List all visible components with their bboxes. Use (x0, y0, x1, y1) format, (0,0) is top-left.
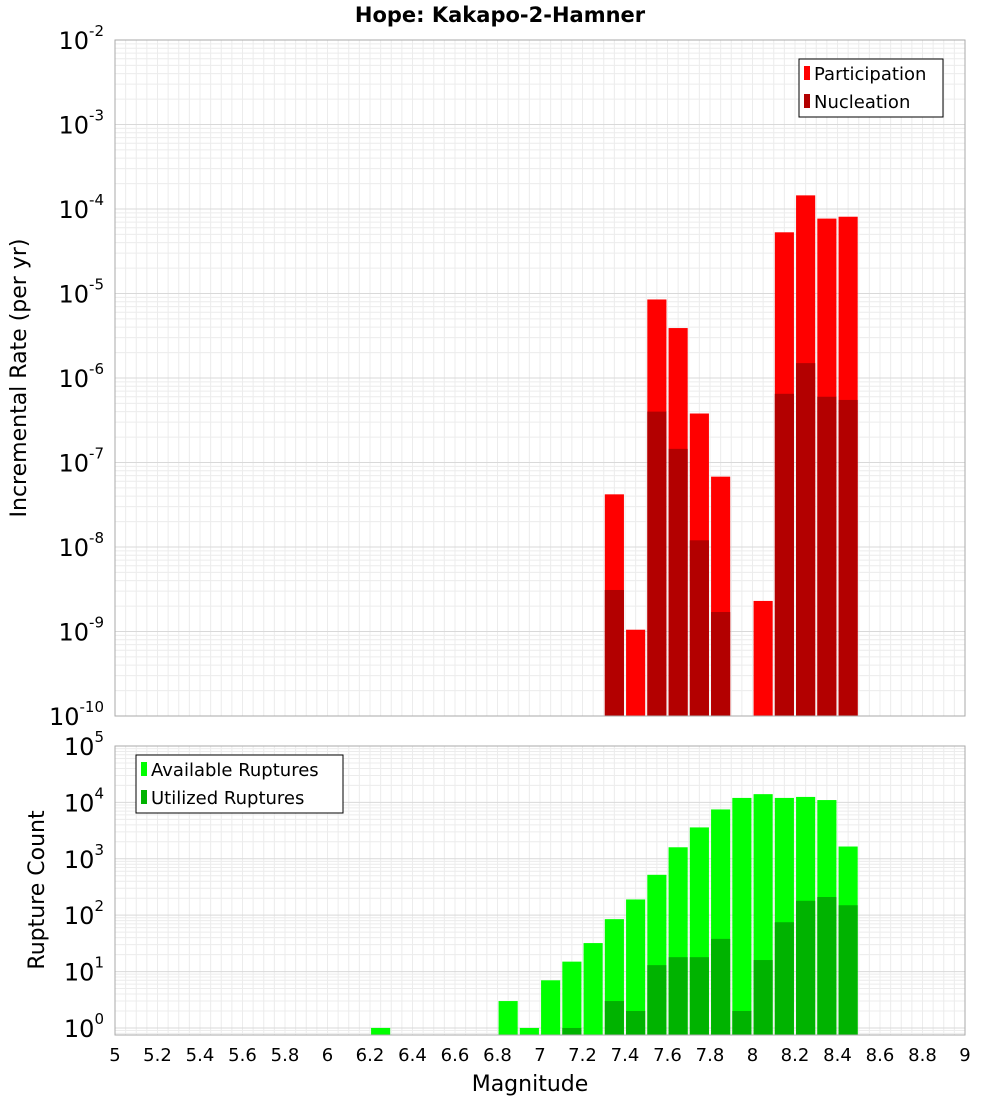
x-tick-label: 8 (747, 1045, 758, 1066)
bar-available-ruptures (541, 980, 561, 1035)
x-tick-label: 7.4 (611, 1045, 640, 1066)
legend-label: Available Ruptures (151, 760, 319, 781)
legend-label: Utilized Ruptures (151, 788, 304, 809)
bar-utilized-ruptures (711, 938, 731, 1035)
bar-nucleation (796, 363, 816, 716)
bar-available-ruptures (519, 1027, 539, 1035)
x-tick-label: 8.6 (866, 1045, 895, 1066)
legend: Participation Nucleation (798, 58, 944, 118)
y-tick-label: 103 (64, 841, 104, 874)
bar-nucleation (604, 589, 624, 716)
grid-lines (114, 39, 966, 717)
bar-utilized-ruptures (817, 897, 837, 1035)
bar-nucleation (689, 540, 709, 716)
bars (604, 195, 858, 717)
legend: Available Ruptures Utilized Ruptures (135, 754, 344, 814)
bar-available-ruptures (498, 1001, 518, 1035)
y-tick-label: 100 (64, 1010, 104, 1043)
bar-nucleation (647, 411, 667, 716)
x-tick-label: 8.8 (908, 1045, 937, 1066)
bar-utilized-ruptures (626, 1010, 646, 1035)
bar-nucleation (774, 393, 794, 716)
bar-utilized-ruptures (604, 1001, 624, 1035)
bar-available-ruptures (626, 899, 646, 1035)
y-tick-label: 10-6 (58, 360, 104, 393)
y-tick-label: 104 (64, 784, 104, 817)
bar-participation (626, 629, 646, 716)
bar-utilized-ruptures (689, 957, 709, 1035)
x-tick-label: 7.6 (653, 1045, 682, 1066)
y-tick-labels: 10-10 10-9 10-8 10-7 10-6 10-5 10-4 10-3 10-2 (49, 22, 104, 731)
x-tick-label: 6.2 (356, 1045, 385, 1066)
y-tick-labels: 100 101 102 103 104 105 (64, 728, 104, 1043)
legend-label: Participation (814, 64, 926, 85)
bar-participation (753, 600, 773, 716)
x-tick-label: 8.2 (781, 1045, 810, 1066)
bar-utilized-ruptures (668, 957, 688, 1035)
bars (371, 794, 858, 1035)
x-tick-label: 5.8 (271, 1045, 300, 1066)
bar-nucleation (817, 396, 837, 716)
bar-utilized-ruptures (753, 960, 773, 1035)
legend-swatch (804, 94, 810, 108)
legend-swatch (141, 762, 147, 776)
x-tick-label: 7.8 (696, 1045, 725, 1066)
y-tick-label: 102 (64, 897, 104, 930)
x-tick-label: 6 (322, 1045, 333, 1066)
bar-available-ruptures (732, 797, 752, 1035)
legend-box (798, 58, 944, 118)
y-tick-label: 10-10 (49, 698, 104, 731)
plot-border (114, 745, 966, 1036)
bar-utilized-ruptures (796, 900, 816, 1035)
legend-swatch (141, 790, 147, 804)
x-tick-label: 6.4 (398, 1045, 427, 1066)
y-tick-label: 10-7 (58, 445, 104, 478)
bar-utilized-ruptures (838, 905, 858, 1035)
x-axis-label: Magnitude (472, 1072, 589, 1097)
y-tick-label: 10-5 (58, 276, 104, 309)
y-tick-label: 101 (64, 954, 104, 987)
x-tick-label: 5.4 (186, 1045, 215, 1066)
plot-border (114, 39, 966, 717)
x-tick-label: 9 (959, 1045, 970, 1066)
x-tick-label: 7.2 (568, 1045, 597, 1066)
bar-utilized-ruptures (647, 965, 667, 1035)
x-tick-label: 6.8 (483, 1045, 512, 1066)
x-tick-label: 5.2 (143, 1045, 172, 1066)
chart-title: Hope: Kakapo-2-Hamner (355, 3, 646, 27)
bar-nucleation (668, 448, 688, 716)
count-panel: 100 101 102 103 104 105 Rupture Count 5 5.2 5.4 5.… (25, 728, 971, 1097)
x-tick-labels: 5 5.2 5.4 5.6 5.8 6 6.2 6.4 6.6 6.8 7 7.2 7.4 7.6 7.8 8… (109, 1045, 970, 1066)
y-tick-label: 10-2 (58, 22, 104, 55)
bar-utilized-ruptures (562, 1027, 582, 1035)
x-tick-label: 8.4 (823, 1045, 852, 1066)
bar-nucleation (711, 612, 731, 716)
x-tick-label: 7 (534, 1045, 545, 1066)
bar-available-ruptures (583, 943, 603, 1035)
rate-panel: 10-10 10-9 10-8 10-7 10-6 10-5 10-4 10-3 10-2 Inc… (7, 22, 966, 731)
legend-box (135, 754, 344, 814)
legend-label: Nucleation (814, 92, 910, 113)
x-tick-label: 5.6 (228, 1045, 257, 1066)
y-tick-label: 10-4 (58, 191, 104, 224)
x-tick-label: 5 (109, 1045, 120, 1066)
bar-available-ruptures (562, 961, 582, 1035)
bar-available-ruptures (371, 1027, 391, 1035)
x-tick-label: 6.6 (441, 1045, 470, 1066)
y-tick-label: 10-3 (58, 107, 104, 140)
legend-swatch (804, 66, 810, 80)
bar-utilized-ruptures (732, 1010, 752, 1035)
y-axis-label: Incremental Rate (per yr) (7, 239, 32, 518)
bar-nucleation (838, 399, 858, 716)
y-tick-label: 10-9 (58, 614, 104, 647)
y-axis-label: Rupture Count (25, 810, 50, 970)
y-tick-label: 105 (64, 728, 104, 761)
y-tick-label: 10-8 (58, 529, 104, 562)
bar-utilized-ruptures (774, 922, 794, 1035)
